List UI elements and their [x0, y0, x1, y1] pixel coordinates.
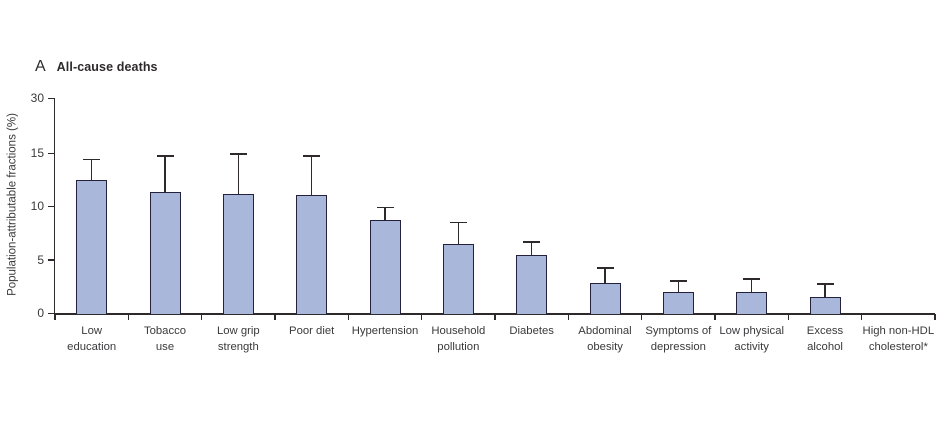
error-bar-whisker: [750, 278, 753, 301]
bar: [662, 291, 694, 314]
x-axis-tick: [54, 314, 56, 320]
error-bar-whisker: [677, 281, 680, 301]
category-label: Excess alcohol: [806, 325, 844, 353]
category-label: Poor diet: [289, 325, 335, 337]
bar: [149, 192, 181, 314]
category-label: Low physical activity: [719, 325, 784, 353]
category-label: Low grip strength: [216, 325, 260, 353]
x-axis-tick: [934, 314, 936, 320]
error-bar-cap: [669, 280, 687, 283]
error-bar-whisker: [824, 284, 826, 306]
bar: [296, 194, 328, 314]
error-bar-cap: [303, 155, 321, 158]
category-label: Diabetes: [509, 325, 554, 337]
bar: [76, 179, 108, 314]
y-tick-label: 0: [37, 306, 44, 320]
bar: [369, 220, 401, 314]
category-label: Tobacco use: [143, 325, 187, 353]
error-bar-whisker: [90, 159, 93, 189]
error-bar-whisker: [310, 156, 313, 204]
y-axis-tick: [48, 259, 54, 261]
category-label: High non-HDL cholesterol*: [862, 325, 935, 353]
error-bar-whisker: [530, 241, 533, 265]
x-axis-line: [53, 313, 935, 315]
panel-title-row: A All-cause deaths: [35, 58, 158, 76]
y-axis-tick: [48, 205, 54, 208]
error-bar-cap: [376, 206, 394, 209]
y-tick-label: 30: [30, 91, 44, 105]
error-bar-whisker: [164, 156, 166, 202]
error-bar-cap: [229, 153, 247, 156]
category-label: Symptoms of depression: [645, 325, 712, 353]
y-axis-tick: [48, 312, 54, 314]
y-axis-tick: [48, 97, 54, 99]
bar: [589, 283, 621, 314]
category-label: Household pollution: [431, 325, 486, 353]
bar: [222, 193, 254, 314]
panel-title: All-cause deaths: [56, 60, 158, 74]
x-axis-tick: [640, 314, 643, 320]
error-bar-cap: [523, 240, 541, 243]
error-bar-cap: [816, 283, 834, 286]
x-axis-tick: [127, 314, 130, 320]
error-bar-cap: [596, 267, 614, 270]
category-label: Hypertension: [351, 325, 419, 337]
y-axis-tick: [48, 152, 54, 154]
x-axis-tick: [420, 314, 423, 320]
category-label: Abdominal obesity: [578, 325, 632, 353]
x-axis-tick: [494, 314, 496, 320]
error-bar-whisker: [384, 207, 386, 230]
category-label: Low education: [67, 325, 117, 353]
error-bar-cap: [83, 158, 101, 161]
error-bar-whisker: [237, 154, 240, 203]
bar: [442, 243, 474, 314]
error-bar-cap: [743, 278, 761, 280]
error-bar-whisker: [457, 222, 460, 253]
x-axis-tick: [787, 314, 790, 320]
error-bar-whisker: [604, 268, 606, 293]
bar: [736, 291, 768, 314]
y-tick-label: 15: [30, 146, 44, 160]
bar: [516, 255, 548, 314]
panel-letter: A: [35, 58, 46, 75]
x-axis-tick: [714, 314, 716, 320]
x-axis-tick: [274, 314, 276, 320]
y-tick-label: 10: [30, 199, 44, 214]
y-tick-label: 5: [37, 252, 44, 267]
x-axis-tick: [200, 314, 203, 320]
bar: [809, 297, 841, 314]
x-axis-tick: [347, 314, 350, 320]
x-axis-tick: [860, 314, 863, 320]
error-bar-cap: [156, 155, 174, 158]
x-axis-tick: [567, 314, 570, 320]
error-bar-cap: [449, 221, 467, 224]
y-axis-line: [53, 98, 55, 315]
